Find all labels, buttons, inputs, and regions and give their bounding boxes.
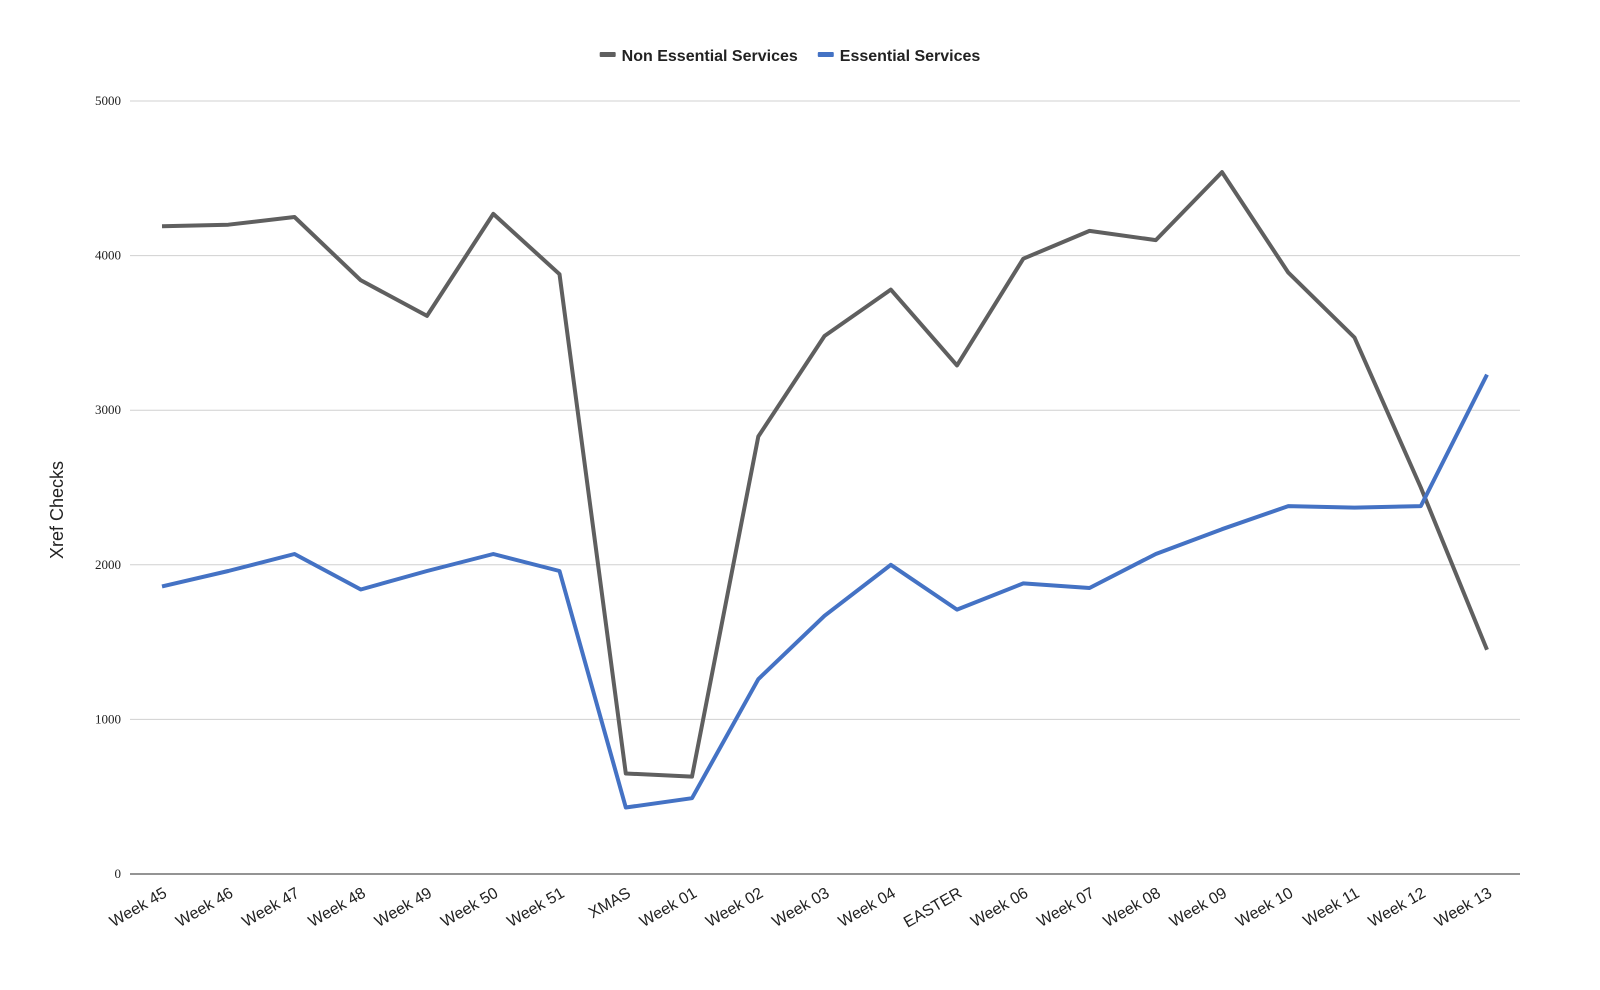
y-axis-label: Xref Checks (47, 461, 67, 559)
x-tick-label: Week 51 (505, 885, 568, 931)
x-tick-label: Week 03 (770, 885, 833, 931)
x-tick-label: Week 48 (306, 885, 369, 931)
x-tick-label: Week 04 (836, 885, 899, 931)
legend-swatch (817, 52, 834, 57)
x-tick-label: Week 01 (637, 885, 700, 931)
x-tick-label: Week 50 (438, 885, 501, 931)
gridlines (130, 100, 1520, 720)
legend-swatch (599, 52, 616, 57)
x-tick-label: Week 46 (173, 885, 236, 931)
x-tick-label: Week 07 (1035, 885, 1098, 931)
y-tick-label: 1000 (95, 711, 121, 726)
x-tick-label: Week 06 (968, 885, 1031, 931)
x-tick-label: Week 08 (1101, 885, 1164, 931)
x-tick-label: Week 47 (240, 885, 303, 931)
x-tick-label: Week 11 (1301, 885, 1363, 931)
series-lines (161, 170, 1489, 810)
x-tick-label: Week 09 (1167, 885, 1230, 931)
legend-item: Non Essential Services (599, 48, 798, 65)
x-tick-label: EASTER (901, 885, 965, 932)
series-line-0 (161, 170, 1489, 779)
legend-item: Essential Services (817, 48, 981, 65)
x-tick-label: Week 10 (1233, 885, 1296, 931)
legend: Non Essential Services Essential Services (599, 48, 981, 65)
legend-label: Non Essential Services (622, 48, 798, 65)
x-tick-label: Week 12 (1366, 885, 1429, 931)
x-tick-label: Week 49 (372, 885, 435, 931)
series-line-1 (161, 373, 1489, 810)
y-tick-label: 2000 (95, 557, 121, 572)
x-tick-label: XMAS (586, 885, 634, 922)
x-tick-label: Week 13 (1432, 885, 1495, 931)
x-tick-label: Week 45 (107, 885, 170, 931)
y-tick-label: 5000 (95, 93, 121, 108)
x-tick-label: Week 02 (703, 885, 766, 931)
legend-label: Essential Services (840, 48, 981, 65)
y-tick-label: 3000 (95, 402, 121, 417)
y-tick-label: 4000 (95, 248, 121, 263)
y-tick-label: 0 (115, 866, 122, 881)
